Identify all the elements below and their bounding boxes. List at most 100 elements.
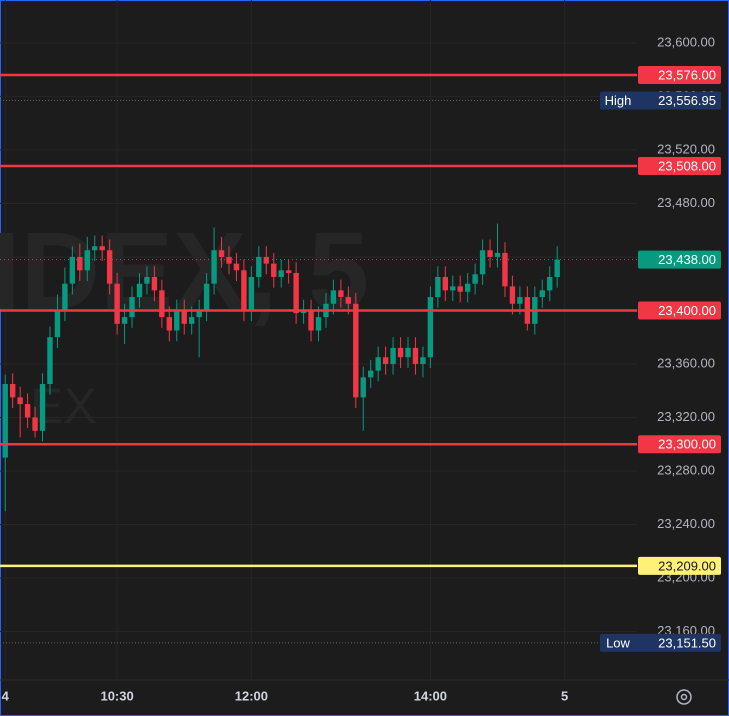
candle-body bbox=[330, 290, 337, 304]
candle-body bbox=[99, 246, 105, 251]
candle-body bbox=[166, 317, 173, 331]
candle-body bbox=[181, 310, 187, 324]
marker-name: High bbox=[605, 93, 632, 108]
candle-body bbox=[144, 277, 150, 284]
candle-body bbox=[517, 297, 523, 304]
candle-body bbox=[390, 347, 396, 364]
candle-body bbox=[547, 277, 553, 291]
level-label-box bbox=[638, 301, 721, 320]
marker-label: 23,556.95 bbox=[658, 93, 716, 108]
candle-body bbox=[136, 283, 143, 298]
candle-body bbox=[69, 256, 76, 284]
candle-body bbox=[293, 272, 299, 314]
x-tick-label: 5 bbox=[561, 688, 568, 703]
candle-body bbox=[196, 310, 202, 318]
candle-body bbox=[129, 297, 135, 318]
candle-body bbox=[203, 283, 210, 311]
plot bbox=[0, 73, 637, 644]
candle-body bbox=[233, 263, 240, 271]
level-label-box bbox=[638, 66, 721, 85]
x-tick-label: 12:00 bbox=[235, 688, 268, 703]
candle-body bbox=[188, 317, 195, 324]
candle-body bbox=[9, 384, 16, 398]
candle-body bbox=[420, 357, 426, 364]
candle-body bbox=[554, 259, 560, 278]
candle-body bbox=[397, 347, 404, 358]
candle-body bbox=[226, 256, 232, 264]
candle-body bbox=[47, 337, 53, 385]
y-tick-label: 23,360.00 bbox=[657, 355, 715, 370]
candle-body bbox=[360, 377, 366, 398]
candle-body bbox=[256, 256, 262, 278]
candle-body bbox=[368, 370, 374, 378]
candle-body bbox=[263, 256, 269, 264]
candle-body bbox=[442, 277, 449, 291]
candle-body bbox=[106, 250, 113, 284]
candle-body bbox=[509, 286, 516, 304]
candle-body bbox=[62, 283, 68, 311]
candle-body bbox=[77, 256, 83, 271]
candle-body bbox=[487, 250, 493, 257]
candle-body bbox=[479, 250, 486, 275]
axis: 23,160.0023,200.0023,240.0023,280.0023,3… bbox=[2, 34, 721, 703]
candle-body bbox=[382, 357, 389, 364]
candle-body bbox=[308, 310, 314, 331]
x-tick-label: 14:00 bbox=[414, 688, 447, 703]
candle-body bbox=[315, 317, 322, 331]
candle-body bbox=[32, 417, 38, 431]
x-tick-label: 4 bbox=[2, 688, 10, 703]
candle-body bbox=[450, 286, 456, 291]
candle-body bbox=[412, 347, 419, 364]
candle-body bbox=[211, 250, 217, 284]
candle-body bbox=[285, 270, 292, 273]
candle-body bbox=[472, 274, 478, 284]
candle-body bbox=[24, 404, 31, 418]
candle-body bbox=[494, 252, 501, 257]
candle-body bbox=[539, 290, 545, 298]
candle-body bbox=[345, 297, 352, 304]
candle-body bbox=[353, 303, 359, 398]
candle-body bbox=[121, 317, 128, 324]
candle-body bbox=[151, 277, 158, 291]
candle-body bbox=[502, 252, 508, 287]
level-label-box bbox=[638, 156, 721, 175]
candle-body bbox=[84, 250, 90, 271]
x-tick-label: 10:30 bbox=[100, 688, 133, 703]
candle-body bbox=[159, 290, 165, 318]
last-price-box bbox=[638, 250, 721, 269]
candle-body bbox=[39, 384, 46, 431]
level-label: 23,400.00 bbox=[658, 303, 716, 318]
settings-icon[interactable] bbox=[676, 689, 692, 705]
candle-body bbox=[241, 270, 247, 311]
candle-body bbox=[92, 246, 98, 251]
y-tick-label: 23,240.00 bbox=[657, 516, 715, 531]
candle-body bbox=[278, 270, 284, 278]
candle-body bbox=[54, 310, 61, 338]
candle-body bbox=[114, 283, 120, 324]
marker-label: 23,151.50 bbox=[658, 635, 716, 650]
candle-body bbox=[405, 347, 411, 358]
candle-body bbox=[375, 357, 381, 371]
candle-body bbox=[218, 250, 225, 257]
candle-body bbox=[338, 290, 344, 298]
y-tick-label: 23,480.00 bbox=[657, 195, 715, 210]
candle-body bbox=[435, 277, 441, 298]
level-label: 23,300.00 bbox=[658, 437, 716, 452]
candle-body bbox=[17, 397, 23, 405]
marker-tag-box bbox=[600, 91, 721, 110]
y-tick-label: 23,280.00 bbox=[657, 462, 715, 477]
level-label: 23,508.00 bbox=[658, 158, 716, 173]
last-price-label: 23,438.00 bbox=[658, 252, 716, 267]
y-tick-label: 23,320.00 bbox=[657, 409, 715, 424]
candle-body bbox=[174, 310, 180, 331]
candle-body bbox=[457, 286, 463, 292]
candle-body bbox=[300, 310, 307, 314]
level-label: 23,209.00 bbox=[658, 558, 716, 573]
y-tick-label: 23,520.00 bbox=[657, 141, 715, 156]
level-label-box bbox=[638, 556, 721, 575]
candle-body bbox=[2, 384, 8, 458]
y-tick-label: 23,600.00 bbox=[657, 34, 715, 49]
